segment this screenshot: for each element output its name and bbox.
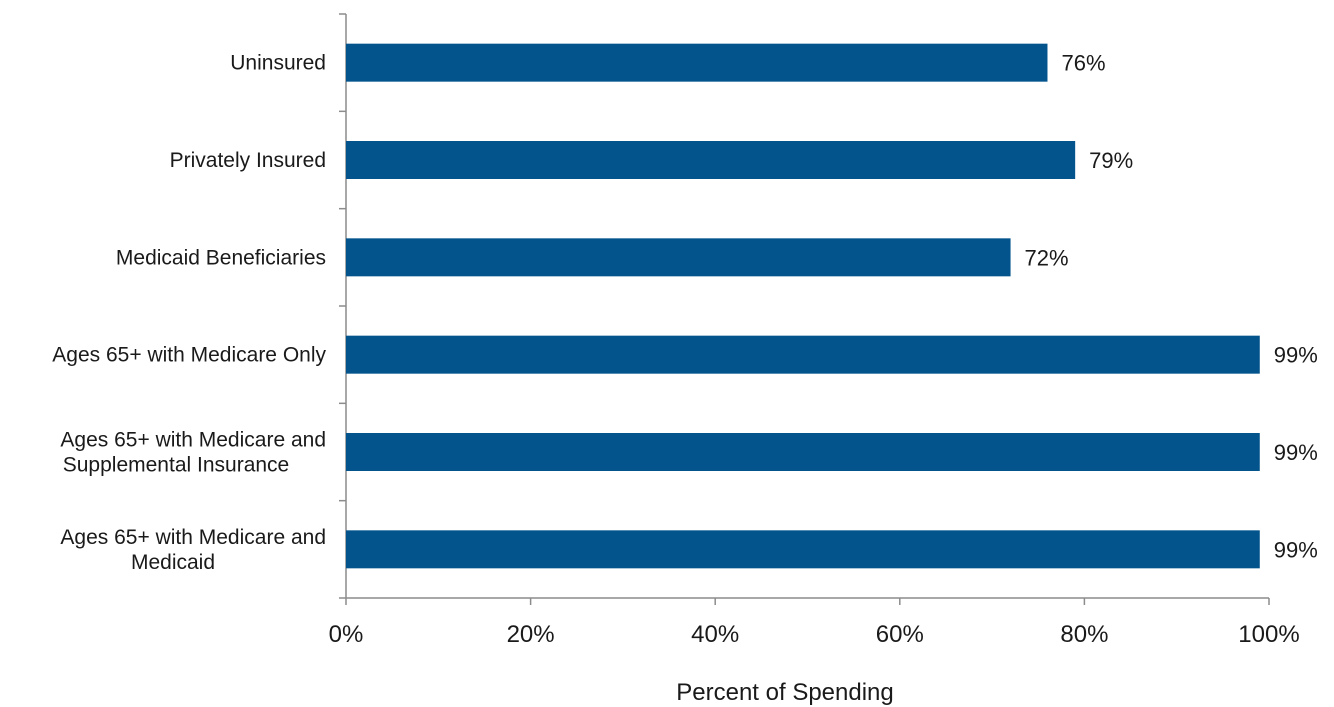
data-label: 99% <box>1274 343 1318 368</box>
bar <box>346 141 1076 179</box>
bars <box>346 43 1260 569</box>
axes <box>339 13 1270 605</box>
bar <box>346 433 1260 471</box>
category-label: Ages 65+ with Medicare Only <box>52 344 326 367</box>
category-label: Uninsured <box>230 52 326 75</box>
x-tick-label: 0% <box>329 621 364 648</box>
data-label: 76% <box>1061 51 1105 76</box>
category-label: Ages 65+ with Medicare and <box>60 429 326 452</box>
category-label: Medicaid <box>131 551 215 574</box>
x-tick-label: 100% <box>1238 621 1299 648</box>
x-axis-title: Percent of Spending <box>676 679 894 706</box>
bar <box>346 238 1011 277</box>
x-tick-label: 20% <box>507 621 555 648</box>
bar <box>346 335 1260 374</box>
category-label: Medicaid Beneficiaries <box>116 246 326 269</box>
category-label: Privately Insured <box>170 149 326 172</box>
x-tick-label: 80% <box>1060 621 1108 648</box>
labels: 0% 20% 40% 60% 80% 100% Uninsured 76% Privately … <box>52 51 1318 648</box>
data-label: 99% <box>1274 537 1318 562</box>
x-tick-label: 40% <box>691 621 739 648</box>
data-label: 79% <box>1089 148 1133 173</box>
category-label: Supplemental Insurance <box>63 454 289 477</box>
category-label: Ages 65+ with Medicare and <box>60 526 326 549</box>
bar <box>346 43 1048 82</box>
x-tick-label: 60% <box>876 621 924 648</box>
bar <box>346 530 1260 569</box>
data-label: 99% <box>1274 440 1318 465</box>
data-label: 72% <box>1025 245 1069 270</box>
